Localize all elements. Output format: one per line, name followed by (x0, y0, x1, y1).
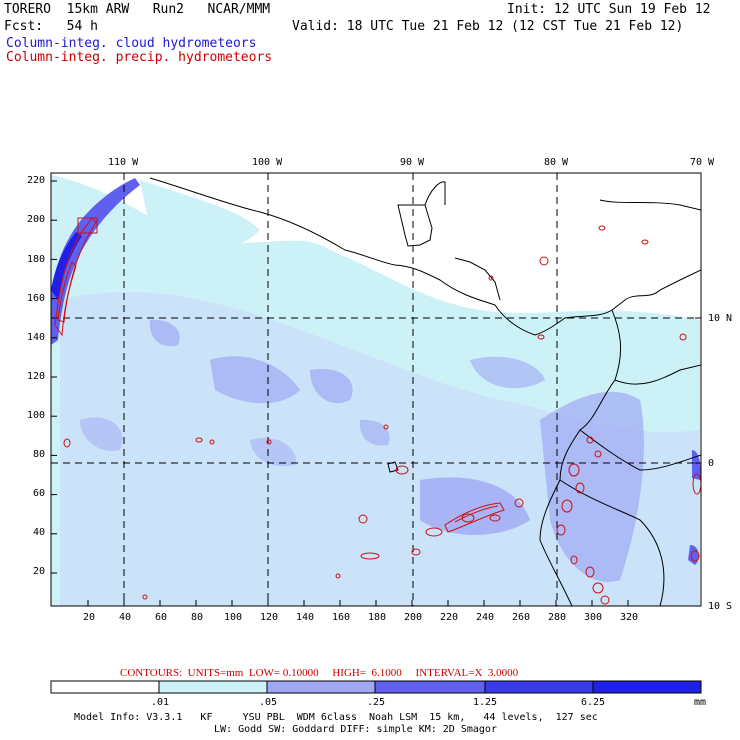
x-tick-label: 60 (155, 612, 168, 623)
colorbar-label: .01 (151, 697, 170, 708)
y-tick-label: 100 (27, 410, 46, 421)
x-tick-label: 160 (332, 612, 351, 623)
y-tick-label: 60 (33, 488, 46, 499)
colorbar-label: 6.25 (581, 697, 606, 708)
lon-label: 110 W (108, 157, 139, 168)
forecast-hour: Fcst: 54 h (4, 19, 98, 34)
lat-label: 0 (708, 458, 715, 469)
x-tick-label: 260 (512, 612, 531, 623)
model-info: Model Info: V3.3.1 KF YSU PBL WDM 6class… (74, 712, 598, 723)
x-tick-label: 220 (440, 612, 459, 623)
lon-label: 80 W (544, 157, 569, 168)
colorbar-bin-2 (266, 680, 376, 694)
x-tick-label: 200 (404, 612, 423, 623)
cloud-fill-layer (51, 173, 701, 606)
init-time: Init: 12 UTC Sun 19 Feb 12 (507, 2, 711, 17)
y-tick-label: 220 (27, 175, 46, 186)
x-tick-label: 80 (191, 612, 204, 623)
x-tick-label: 120 (260, 612, 279, 623)
y-tick-label: 140 (27, 332, 46, 343)
graticule (51, 173, 701, 606)
x-tick-label: 300 (584, 612, 603, 623)
lat-label: 10 S (708, 601, 733, 612)
lon-label: 70 W (690, 157, 715, 168)
cloud-legend-label: Column-integ. cloud hydrometeors (6, 36, 257, 51)
precip-legend-label: Column-integ. precip. hydrometeors (6, 50, 273, 65)
lon-label: 90 W (400, 157, 425, 168)
x-tick-label: 140 (296, 612, 315, 623)
precip-contours (54, 217, 702, 605)
x-tick-label: 180 (368, 612, 387, 623)
colorbar-bin-5 (592, 680, 702, 694)
colorbar-label: .05 (259, 697, 278, 708)
x-tick-label: 240 (476, 612, 495, 623)
valid-time: Valid: 18 UTC Tue 21 Feb 12 (12 CST Tue … (292, 19, 684, 34)
lon-label: 100 W (252, 157, 283, 168)
colorbar (50, 680, 702, 694)
colorbar-bin-3 (374, 680, 486, 694)
colorbar-label: .25 (367, 697, 386, 708)
x-tick-label: 100 (224, 612, 243, 623)
y-tick-label: 120 (27, 371, 46, 382)
colorbar-bin-1 (158, 680, 268, 694)
y-tick-label: 200 (27, 214, 46, 225)
colorbar-label: 1.25 (473, 697, 498, 708)
coastline-layer (149, 177, 701, 606)
plot-title: TORERO 15km ARW Run2 NCAR/MMM (4, 2, 271, 17)
colorbar-unit: mm (694, 697, 707, 708)
y-tick-label: 40 (33, 527, 46, 538)
y-tick-label: 180 (27, 254, 46, 265)
x-tick-label: 280 (548, 612, 567, 623)
lat-label: 10 N (708, 313, 733, 324)
y-tick-label: 20 (33, 566, 46, 577)
colorbar-bin-0 (50, 680, 160, 694)
x-tick-label: 40 (119, 612, 132, 623)
contour-info: CONTOURS: UNITS=mm LOW= 0.10000 HIGH= 6.… (120, 667, 519, 679)
x-tick-label: 320 (620, 612, 639, 623)
x-tick-label: 20 (83, 612, 96, 623)
colorbar-bin-4 (484, 680, 594, 694)
axis-ticks (51, 173, 702, 606)
y-tick-label: 160 (27, 293, 46, 304)
y-tick-label: 80 (33, 449, 46, 460)
physics-info: LW: Godd SW: Goddard DIFF: simple KM: 2D… (214, 724, 497, 735)
